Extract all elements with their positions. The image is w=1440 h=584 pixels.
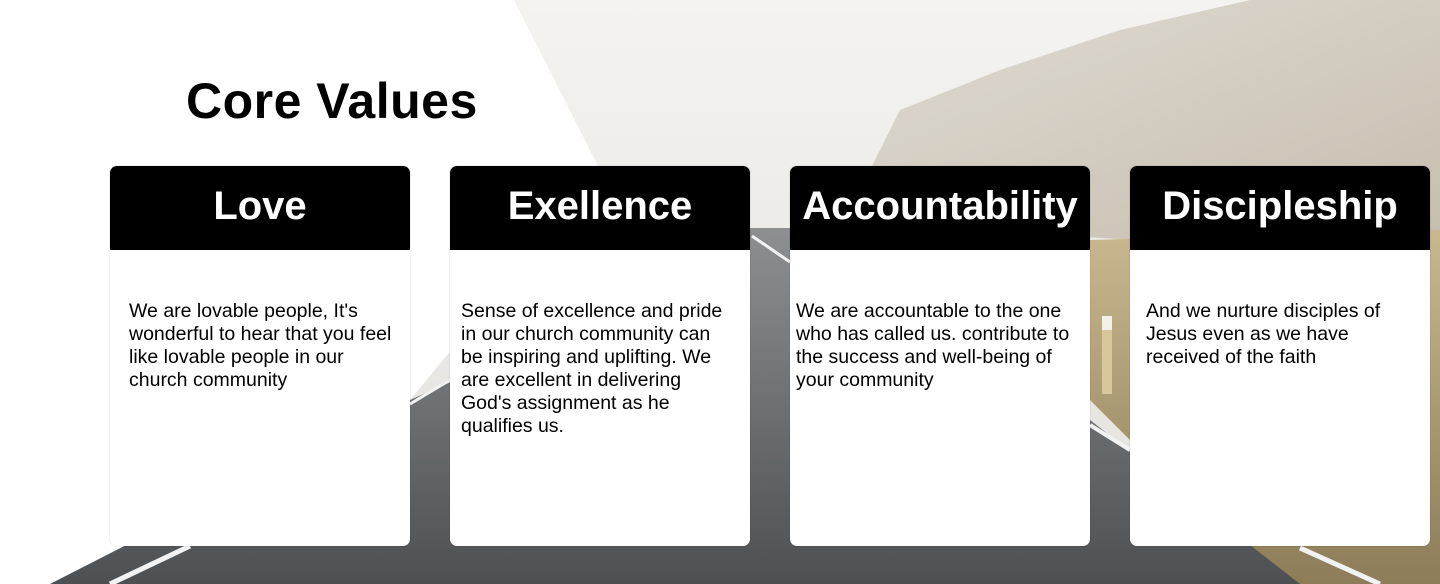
card-heading: Discipleship [1130, 166, 1430, 250]
card-heading: Love [110, 166, 410, 250]
card-description: We are accountable to the one who has ca… [796, 300, 1070, 391]
card-description: And we nurture disciples of Jesus even a… [1146, 300, 1381, 368]
card-heading: Exellence [450, 166, 750, 250]
card-heading: Accountability [790, 166, 1090, 250]
card-description: We are lovable people, It's wonderful to… [129, 300, 392, 391]
value-card-love: Love We are lovable people, It's wonderf… [110, 166, 410, 546]
value-card-excellence: Exellence Sense of excellence and pride … [450, 166, 750, 546]
value-card-discipleship: Discipleship And we nurture disciples of… [1130, 166, 1430, 546]
card-description: Sense of excellence and pride in our chu… [461, 300, 723, 437]
page-title: Core Values [186, 73, 478, 129]
value-card-accountability: Accountability We are accountable to the… [790, 166, 1090, 546]
